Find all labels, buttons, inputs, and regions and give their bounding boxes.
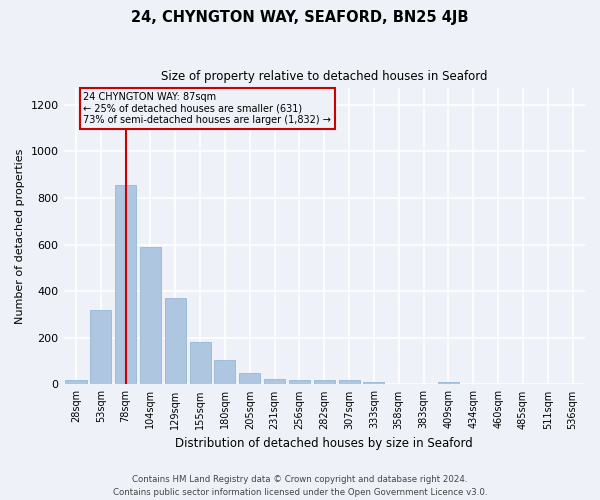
Bar bbox=[338, 380, 359, 384]
Bar bbox=[314, 380, 335, 384]
Bar bbox=[214, 360, 235, 384]
Bar bbox=[239, 374, 260, 384]
Bar bbox=[165, 298, 186, 384]
X-axis label: Distribution of detached houses by size in Seaford: Distribution of detached houses by size … bbox=[175, 437, 473, 450]
Bar bbox=[90, 310, 112, 384]
Bar bbox=[140, 247, 161, 384]
Bar bbox=[438, 382, 459, 384]
Y-axis label: Number of detached properties: Number of detached properties bbox=[15, 148, 25, 324]
Bar bbox=[65, 380, 86, 384]
Bar bbox=[289, 380, 310, 384]
Title: Size of property relative to detached houses in Seaford: Size of property relative to detached ho… bbox=[161, 70, 488, 83]
Text: 24 CHYNGTON WAY: 87sqm
← 25% of detached houses are smaller (631)
73% of semi-de: 24 CHYNGTON WAY: 87sqm ← 25% of detached… bbox=[83, 92, 331, 125]
Bar bbox=[264, 380, 285, 384]
Bar bbox=[115, 185, 136, 384]
Text: Contains HM Land Registry data © Crown copyright and database right 2024.
Contai: Contains HM Land Registry data © Crown c… bbox=[113, 476, 487, 497]
Text: 24, CHYNGTON WAY, SEAFORD, BN25 4JB: 24, CHYNGTON WAY, SEAFORD, BN25 4JB bbox=[131, 10, 469, 25]
Bar bbox=[364, 382, 385, 384]
Bar bbox=[190, 342, 211, 384]
